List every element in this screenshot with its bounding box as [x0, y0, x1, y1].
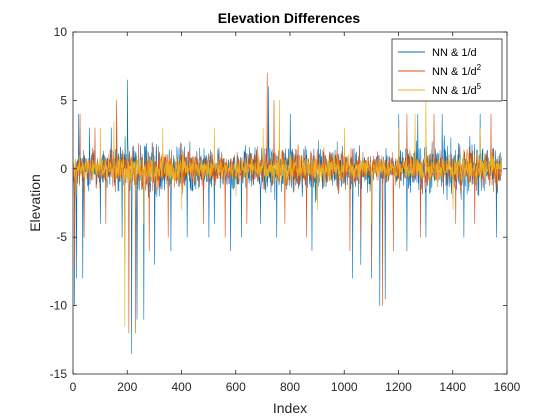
legend-box [391, 38, 503, 102]
legend-label-superscript: 5 [477, 82, 482, 91]
chart-title: Elevation Differences [218, 10, 361, 26]
x-axis-ticks: 0 200 400 600 800 1000 1200 1400 1600 [70, 32, 521, 394]
legend-label: NN & 1/d5 [432, 82, 482, 97]
y-tick-label: -15 [50, 367, 68, 381]
legend-label: NN & 1/d2 [432, 63, 482, 78]
y-tick-label: -10 [50, 299, 68, 313]
y-axis-label: Elevation [27, 174, 43, 232]
x-tick-label: 600 [226, 380, 246, 394]
legend-label-text: NN & 1/d [432, 85, 477, 97]
x-tick-label: 200 [117, 380, 137, 394]
y-tick-label: 5 [60, 93, 67, 107]
x-tick-label: 1000 [331, 380, 358, 394]
series-line-3 [73, 93, 502, 327]
x-tick-label: 400 [171, 380, 191, 394]
y-tick-label: 10 [54, 25, 68, 39]
series-lines [73, 72, 502, 354]
x-tick-label: 800 [280, 380, 300, 394]
y-axis-ticks: -15 -10 -5 0 5 10 [50, 25, 507, 381]
x-tick-label: 1400 [439, 380, 466, 394]
legend-label: NN & 1/d [432, 47, 477, 59]
x-tick-label: 1600 [494, 380, 521, 394]
x-tick-label: 1200 [385, 380, 412, 394]
series-line-1 [73, 79, 502, 354]
legend-label-text: NN & 1/d [432, 66, 477, 78]
x-axis-label: Index [273, 400, 307, 416]
x-tick-label: 0 [70, 380, 77, 394]
y-tick-label: -5 [56, 230, 67, 244]
legend-label-text: NN & 1/d [432, 47, 477, 59]
legend-label-superscript: 2 [477, 63, 482, 72]
y-tick-label: 0 [60, 162, 67, 176]
